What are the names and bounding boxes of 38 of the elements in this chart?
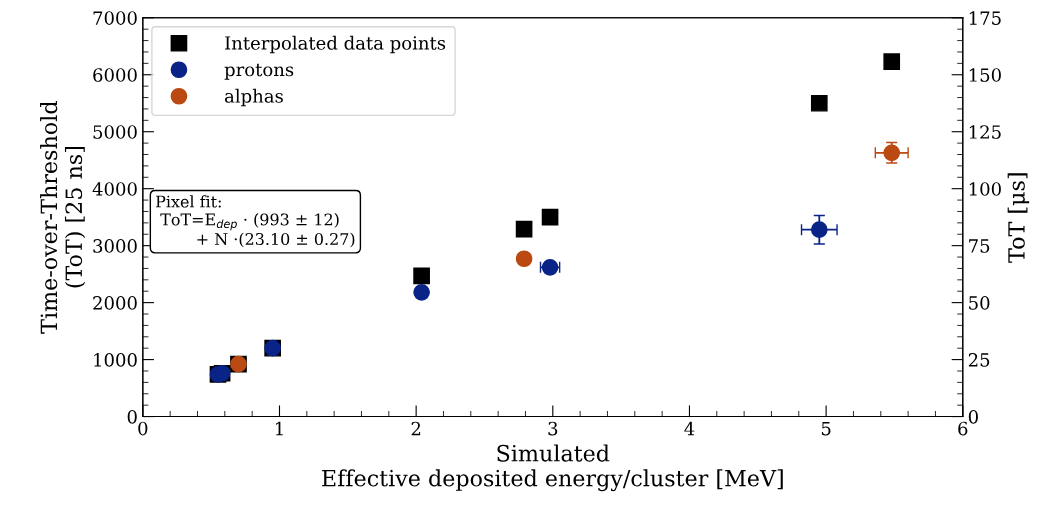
y-tick-label: 0 (127, 410, 137, 424)
y2-tick-label: 0 (968, 410, 978, 424)
x-tick-label: 2 (411, 421, 421, 436)
point (810, 221, 828, 239)
y2-tick-label: 100 (969, 182, 1001, 196)
point (515, 250, 533, 268)
y-tick-label: 4000 (92, 182, 137, 196)
x-tick-label: 3 (548, 421, 558, 436)
legend-label: protons (224, 63, 294, 80)
y-axis-title: Time-over-Threshold (ToT) [25 ns] (40, 101, 86, 334)
y2-tick-label: 150 (969, 68, 1001, 82)
point (883, 53, 901, 70)
point (515, 220, 533, 238)
y-tick-label: 3000 (93, 239, 137, 253)
y2-tick-label: 175 (969, 11, 1001, 25)
annotation: Pixel fit: ToT=E$_{dep}$ · (993 ± 12) + N ·(23.10 ± 0.27) (156, 195, 355, 248)
x-tick-label: 1 (275, 421, 283, 436)
y2-axis-title: ToT [μs] (1007, 173, 1030, 263)
point (413, 267, 430, 285)
y2-tick-label: 25 (968, 353, 990, 367)
y2-tick-label: 75 (969, 239, 990, 253)
x-axis-title: Simulated Effective deposited energy/cluster [MeV] (322, 444, 783, 492)
y-tick-label: 1000 (94, 353, 137, 367)
y-tick-label: 5000 (93, 125, 137, 139)
y2-tick-label: 50 (969, 296, 990, 310)
y-tick-label: 2000 (93, 296, 137, 310)
legend-label: Interpolated data points (225, 35, 446, 54)
y-tick-label: 6000 (93, 68, 137, 82)
point (810, 94, 828, 112)
x-tick-label: 4 (684, 421, 695, 436)
y-tick-label: 7000 (93, 11, 137, 25)
point (413, 284, 430, 301)
y2-tick-label: 125 (969, 125, 1001, 139)
x-tick-label: 5 (821, 421, 831, 436)
x-tick-label: 0 (138, 421, 148, 436)
legend-label: alphas (224, 88, 283, 107)
point (541, 208, 559, 226)
x-tick-label: 6 (958, 421, 968, 436)
